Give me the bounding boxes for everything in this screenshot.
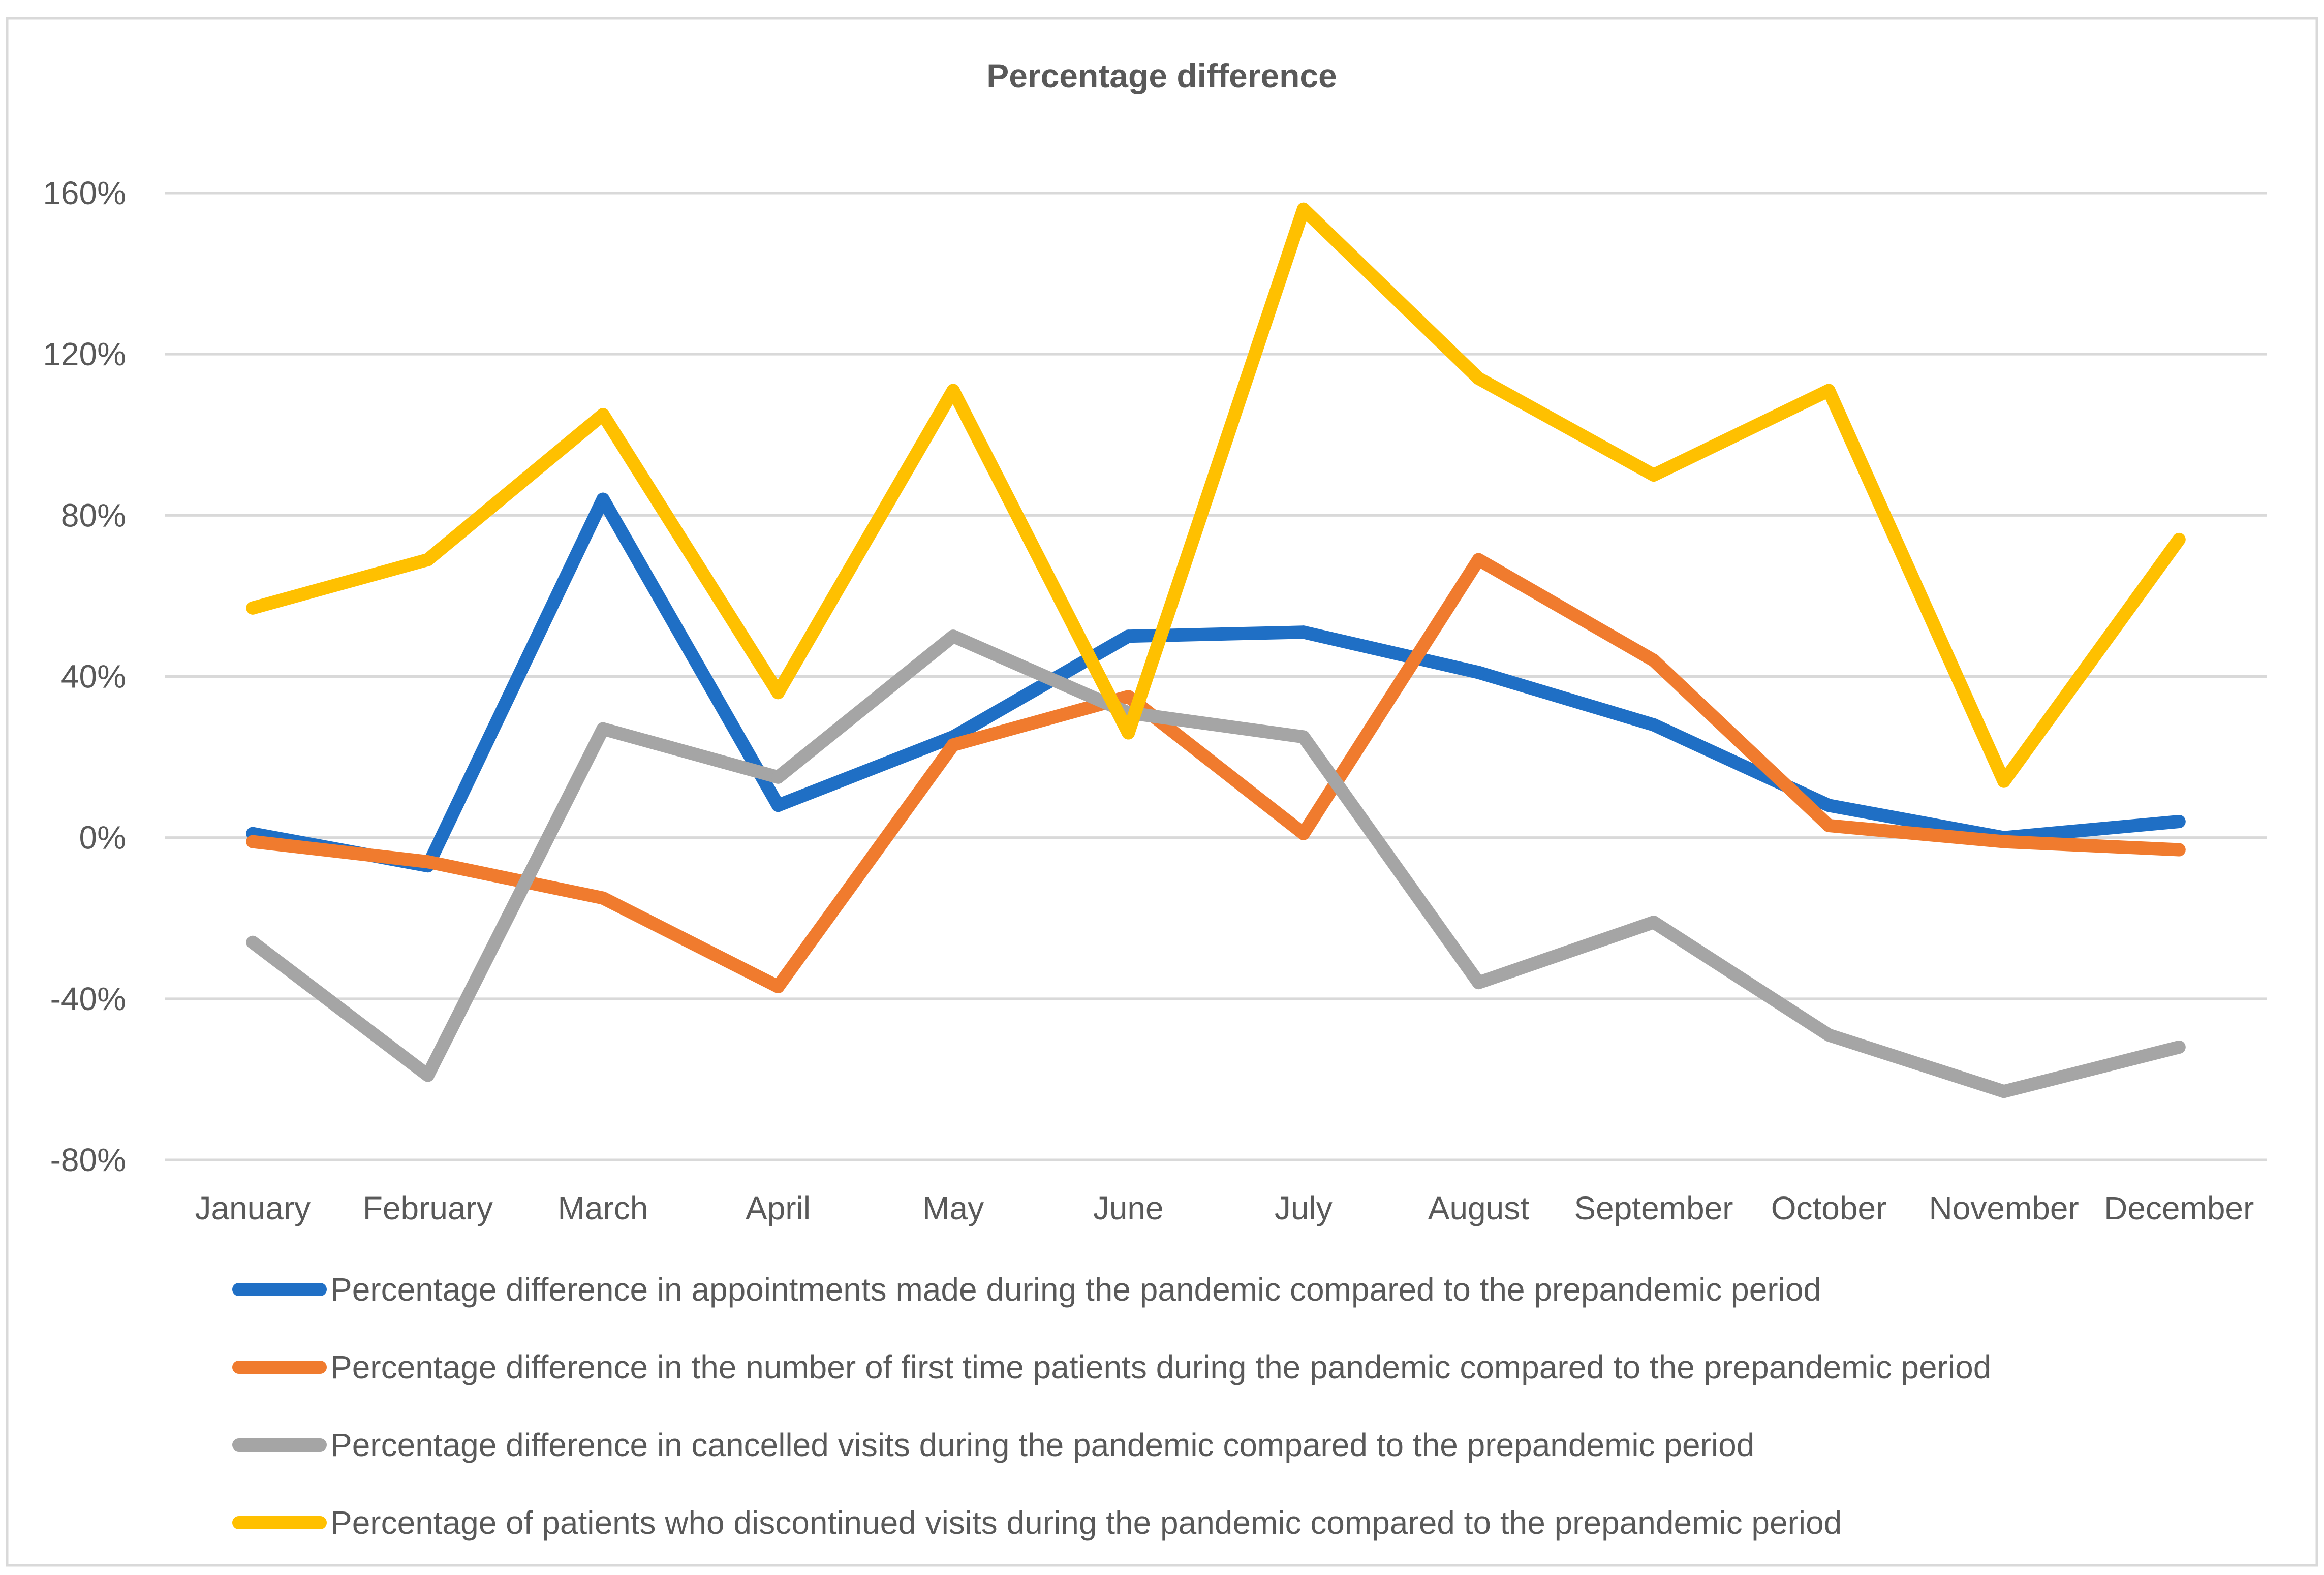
legend-label: Percentage of patients who discontinued … xyxy=(330,1504,1842,1541)
data-point xyxy=(1296,827,1310,840)
data-point xyxy=(596,408,610,422)
data-point xyxy=(946,738,960,752)
x-tick-label: December xyxy=(2104,1190,2254,1226)
data-point xyxy=(1822,799,1836,812)
y-axis-tick-labels: -80% -40% 0% 40% 80% 120% 160% xyxy=(43,175,126,1178)
data-point xyxy=(246,935,260,949)
series-line xyxy=(246,492,2186,873)
data-point xyxy=(1647,916,1660,929)
data-point xyxy=(1822,384,1836,397)
series-line xyxy=(246,202,2186,788)
data-point xyxy=(596,492,610,506)
x-tick-label: January xyxy=(195,1190,311,1226)
data-point xyxy=(1647,653,1660,667)
y-tick-label: -40% xyxy=(50,981,126,1017)
legend-label: Percentage difference in appointments ma… xyxy=(330,1271,1821,1308)
y-tick-label: 0% xyxy=(79,820,127,856)
data-point xyxy=(1122,690,1135,704)
y-tick-label: 40% xyxy=(61,658,126,695)
x-tick-label: November xyxy=(1929,1190,2079,1226)
data-point xyxy=(1997,1085,2011,1098)
legend-item: Percentage difference in cancelled visit… xyxy=(232,1427,1754,1463)
x-tick-label: February xyxy=(363,1190,493,1226)
data-point xyxy=(1296,730,1310,744)
data-point xyxy=(246,835,260,848)
legend-item: Percentage difference in appointments ma… xyxy=(232,1271,1821,1308)
data-point xyxy=(1122,629,1135,643)
data-point xyxy=(1997,774,2011,788)
data-point xyxy=(421,855,435,869)
x-tick-label: July xyxy=(1275,1190,1333,1226)
data-point xyxy=(421,1068,435,1082)
x-tick-label: October xyxy=(1771,1190,1887,1226)
x-tick-label: September xyxy=(1574,1190,1733,1226)
data-point xyxy=(2172,1040,2186,1054)
data-point xyxy=(2172,814,2186,828)
data-point xyxy=(771,686,785,700)
legend-label: Percentage difference in cancelled visit… xyxy=(330,1427,1754,1463)
x-axis-tick-labels: January February March April May June July Augu… xyxy=(195,1190,2254,1226)
series-3 xyxy=(246,629,2186,1098)
data-point xyxy=(421,553,435,566)
x-tick-label: May xyxy=(922,1190,984,1226)
data-point xyxy=(1122,726,1135,740)
legend: Percentage difference in appointments ma… xyxy=(232,1271,1991,1541)
y-tick-label: 80% xyxy=(61,497,126,533)
data-point xyxy=(946,384,960,397)
data-point xyxy=(596,722,610,736)
data-point xyxy=(1647,718,1660,732)
data-point xyxy=(1296,625,1310,639)
series-line xyxy=(246,553,2186,993)
data-point xyxy=(1296,202,1310,216)
data-point xyxy=(771,980,785,994)
y-tick-label: -80% xyxy=(50,1142,126,1178)
x-tick-label: June xyxy=(1093,1190,1164,1226)
data-point xyxy=(246,601,260,615)
data-point xyxy=(596,891,610,905)
series-lines xyxy=(246,202,2186,1098)
data-point xyxy=(2172,843,2186,857)
series-4 xyxy=(246,202,2186,788)
data-point xyxy=(771,799,785,812)
data-point xyxy=(2172,532,2186,546)
chart-frame xyxy=(6,17,2318,1567)
x-tick-label: April xyxy=(746,1190,811,1226)
data-point xyxy=(1472,371,1485,385)
data-point xyxy=(1472,976,1485,990)
legend-label: Percentage difference in the number of f… xyxy=(330,1349,1991,1385)
data-point xyxy=(1997,835,2011,848)
legend-item: Percentage difference in the number of f… xyxy=(232,1349,1991,1385)
y-tick-label: 120% xyxy=(43,336,126,372)
chart-title: Percentage difference xyxy=(986,57,1337,94)
x-tick-label: August xyxy=(1428,1190,1529,1226)
data-point xyxy=(1472,553,1485,566)
data-point xyxy=(946,629,960,643)
data-point xyxy=(1472,666,1485,679)
data-point xyxy=(1647,468,1660,482)
y-tick-label: 160% xyxy=(43,175,126,211)
data-point xyxy=(1822,818,1836,832)
series-line xyxy=(246,629,2186,1098)
data-point xyxy=(771,770,785,784)
legend-item: Percentage of patients who discontinued … xyxy=(232,1504,1842,1541)
series-2 xyxy=(246,553,2186,994)
x-tick-label: March xyxy=(558,1190,648,1226)
data-point xyxy=(1822,1028,1836,1042)
